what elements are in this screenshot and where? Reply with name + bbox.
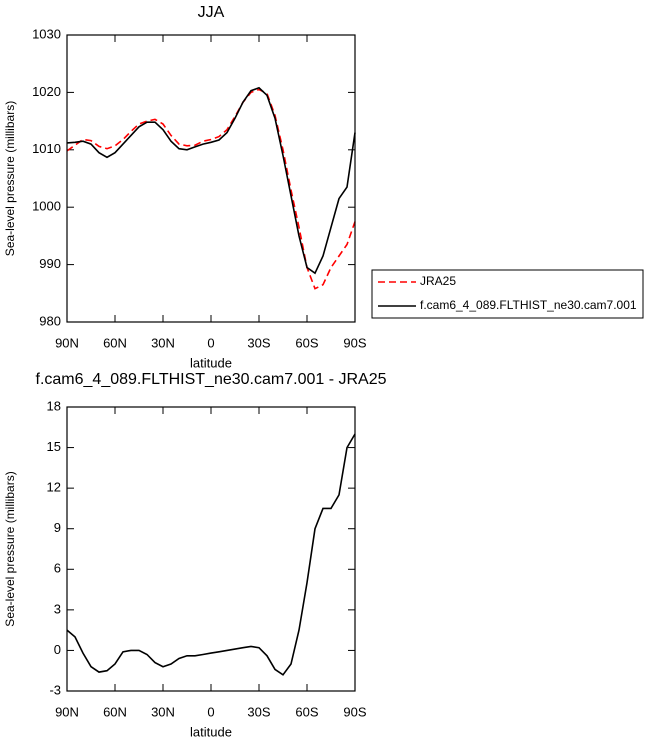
x-tick-label: 60N — [103, 704, 127, 719]
chart-title: f.cam6_4_089.FLTHIST_ne30.cam7.001 - JRA… — [36, 371, 387, 388]
y-tick-label: 980 — [39, 313, 61, 328]
x-tick-label: 30N — [151, 335, 175, 350]
y-tick-label: 0 — [54, 642, 61, 657]
series-line — [66, 433, 356, 676]
x-tick-label: 60S — [295, 335, 318, 350]
y-tick-label: 9 — [54, 520, 61, 535]
series-line — [66, 86, 356, 275]
y-tick-label: -3 — [49, 682, 61, 697]
y-tick-label: 990 — [39, 256, 61, 271]
x-tick-label: 90N — [55, 704, 79, 719]
y-axis-label: Sea-level pressure (millibars) — [3, 471, 17, 626]
x-tick-label: 30S — [247, 704, 270, 719]
plot-frame — [66, 406, 356, 692]
x-tick-label: 30S — [247, 335, 270, 350]
legend-box — [371, 269, 644, 319]
y-tick-label: 18 — [47, 398, 61, 413]
plot-frame — [66, 34, 356, 323]
y-tick-label: 15 — [47, 439, 61, 454]
y-tick-label: 1020 — [32, 84, 61, 99]
x-tick-label: 30N — [151, 704, 175, 719]
legend-label: f.cam6_4_089.FLTHIST_ne30.cam7.001 — [420, 298, 637, 312]
x-tick-label: 90S — [343, 335, 366, 350]
x-tick-label: 0 — [207, 704, 214, 719]
x-tick-label: 60N — [103, 335, 127, 350]
y-tick-label: 3 — [54, 601, 61, 616]
chart-title: JJA — [198, 4, 225, 21]
y-axis-label: Sea-level pressure (millibars) — [3, 101, 17, 256]
y-tick-label: 1000 — [32, 199, 61, 214]
x-tick-label: 90S — [343, 704, 366, 719]
y-tick-label: 1030 — [32, 26, 61, 41]
legend-label: JRA25 — [420, 274, 456, 288]
x-tick-label: 0 — [207, 335, 214, 350]
y-tick-label: 1010 — [32, 141, 61, 156]
x-axis-label: latitude — [190, 724, 232, 739]
x-axis-label: latitude — [190, 355, 232, 370]
x-tick-label: 90N — [55, 335, 79, 350]
y-tick-label: 6 — [54, 561, 61, 576]
y-tick-label: 12 — [47, 480, 61, 495]
x-tick-label: 60S — [295, 704, 318, 719]
series-line — [66, 88, 356, 290]
